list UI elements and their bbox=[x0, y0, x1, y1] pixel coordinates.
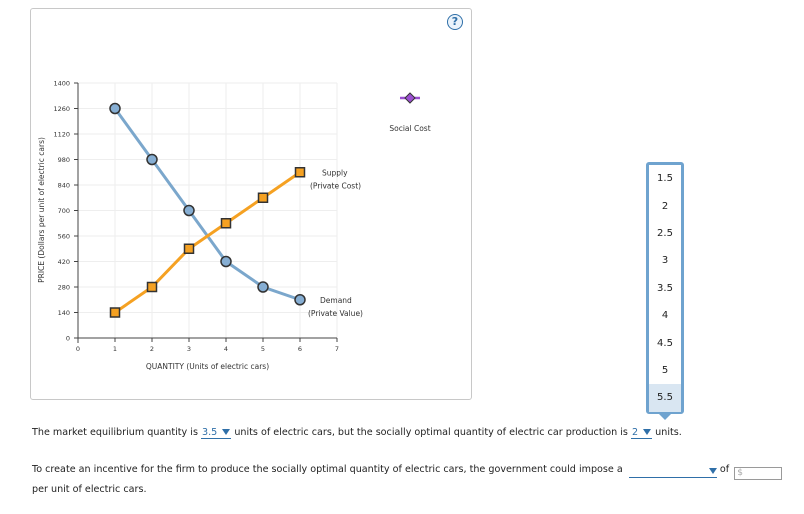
supply-point[interactable] bbox=[294, 167, 306, 178]
x-tick-label: 2 bbox=[150, 345, 154, 353]
question-line-1: The market equilibrium quantity is 3.5 u… bbox=[32, 427, 682, 439]
dropdown-option[interactable]: 2 bbox=[661, 200, 669, 212]
demand-point[interactable] bbox=[183, 204, 195, 217]
y-tick-label: 1400 bbox=[53, 80, 70, 88]
y-tick-label: 700 bbox=[58, 207, 70, 215]
y-tick-label: 980 bbox=[58, 156, 70, 164]
question-line-3: per unit of electric cars. bbox=[32, 484, 147, 495]
supply-sublabel: (Private Cost) bbox=[310, 181, 361, 190]
question-line-2: To create an incentive for the firm to p… bbox=[32, 464, 783, 480]
dropdown-option[interactable]: 3 bbox=[661, 255, 669, 267]
question-text-1a: The market equilibrium quantity is bbox=[32, 427, 198, 438]
demand-point[interactable] bbox=[220, 255, 232, 268]
supply-point[interactable] bbox=[220, 218, 232, 229]
supply-point[interactable] bbox=[257, 192, 269, 203]
optimal-quantity-select[interactable]: 2 bbox=[630, 427, 653, 439]
y-tick-label: 1120 bbox=[53, 131, 70, 139]
y-tick-label: 1260 bbox=[53, 105, 70, 113]
y-tick-label: 0 bbox=[66, 335, 70, 343]
supply-label: Supply bbox=[322, 168, 348, 177]
demand-line bbox=[113, 107, 301, 302]
x-tick-label: 0 bbox=[76, 345, 80, 353]
demand-point[interactable] bbox=[294, 294, 306, 306]
chevron-down-icon bbox=[708, 468, 717, 474]
demand-label: Demand bbox=[320, 296, 352, 305]
dollar-amount-input[interactable]: $ bbox=[734, 467, 783, 480]
x-tick-label: 4 bbox=[224, 345, 228, 353]
social-cost-label: Social Cost bbox=[389, 124, 430, 133]
y-tick-label: 280 bbox=[58, 284, 70, 292]
y-tick-label: 840 bbox=[58, 182, 70, 190]
question-text-2a: To create an incentive for the firm to p… bbox=[32, 464, 623, 475]
equilibrium-quantity-select[interactable]: 3.5 bbox=[201, 427, 232, 439]
dropdown-option[interactable]: 4 bbox=[661, 310, 669, 322]
dropdown-pointer bbox=[658, 413, 672, 420]
y-tick-label: 560 bbox=[58, 233, 70, 241]
y-tick-label: 420 bbox=[58, 258, 70, 266]
dropdown-option[interactable]: 5.5 bbox=[649, 384, 681, 412]
demand-point[interactable] bbox=[146, 153, 158, 166]
supply-point[interactable] bbox=[109, 307, 121, 318]
supply-line bbox=[114, 171, 301, 314]
x-axis-label: QUANTITY (Units of electric cars) bbox=[146, 362, 269, 371]
optimal-quantity-value: 2 bbox=[631, 427, 639, 438]
x-tick-label: 7 bbox=[335, 345, 339, 353]
x-tick-label: 1 bbox=[113, 345, 117, 353]
y-tick-label: 140 bbox=[58, 309, 70, 317]
x-tick-label: 5 bbox=[261, 345, 265, 353]
question-text-1b: units of electric cars, but the socially… bbox=[234, 427, 628, 438]
dropdown-option[interactable]: 1.5 bbox=[657, 173, 673, 185]
demand-sublabel: (Private Value) bbox=[308, 309, 363, 318]
demand-point[interactable] bbox=[257, 281, 269, 293]
x-tick-label: 3 bbox=[187, 345, 191, 353]
x-tick-label: 6 bbox=[298, 345, 302, 353]
quantity-dropdown-list[interactable]: 1.5 2 2.5 3 3.5 4 4.5 5 5.5 bbox=[646, 162, 684, 414]
y-axis-label: PRICE (Dollars per unit of electric cars… bbox=[37, 137, 46, 283]
supply-point[interactable] bbox=[146, 281, 158, 293]
dropdown-option[interactable]: 3.5 bbox=[657, 282, 673, 294]
dropdown-option[interactable]: 2.5 bbox=[657, 227, 673, 239]
graph-panel bbox=[30, 8, 472, 400]
chevron-down-icon bbox=[643, 429, 652, 435]
question-text-of: of bbox=[719, 464, 730, 475]
dropdown-option[interactable]: 4.5 bbox=[657, 337, 673, 349]
dropdown-option[interactable]: 5 bbox=[661, 364, 669, 376]
help-icon[interactable]: ? bbox=[447, 14, 463, 30]
demand-point[interactable] bbox=[109, 102, 121, 115]
question-text-1c: units. bbox=[655, 427, 682, 438]
diamond-icon[interactable] bbox=[404, 92, 416, 104]
supply-point[interactable] bbox=[183, 243, 195, 254]
chevron-down-icon bbox=[222, 429, 231, 435]
equilibrium-quantity-value: 3.5 bbox=[202, 427, 218, 438]
policy-type-select[interactable] bbox=[628, 466, 717, 478]
